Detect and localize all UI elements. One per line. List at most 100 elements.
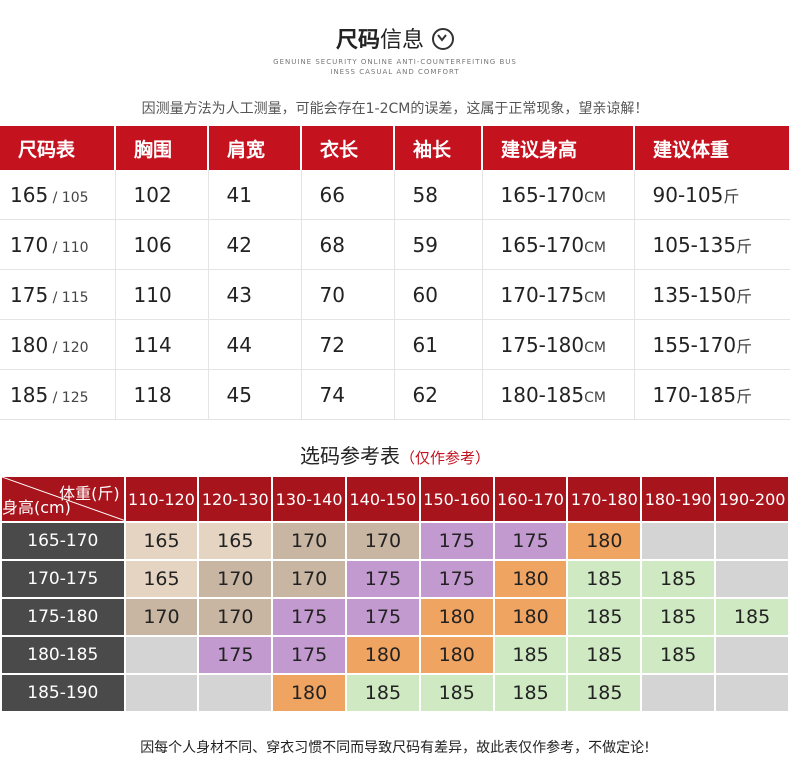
size-table: 尺码表 胸围 肩宽 衣长 袖长 建议身高 建议体重 165 / 105 102 41 66 58 16… xyxy=(0,126,790,420)
shoulder-cell: 43 xyxy=(208,269,302,320)
size-recommendation-cell: 185 xyxy=(714,597,790,637)
subtitle-line-2: INESS CASUAL AND COMFORT xyxy=(330,68,460,76)
size-col-header: 建议身高 xyxy=(482,126,635,170)
empty-cell xyxy=(640,521,717,561)
size-recommendation-cell: 185 xyxy=(418,673,495,713)
weight-value: 105-135 xyxy=(652,232,737,257)
height-row-header: 165-170 xyxy=(0,521,126,561)
table-row: 170 / 110 106 42 68 59 165-170CM 105-135斤 xyxy=(0,219,790,270)
size-sub: / 110 xyxy=(48,239,89,256)
size-recommendation-cell: 185 xyxy=(566,597,643,637)
shoulder-cell: 45 xyxy=(208,369,302,420)
size-recommendation-cell: 180 xyxy=(492,597,569,637)
selection-title-text: 选码参考表 xyxy=(299,444,400,468)
size-value: 180 xyxy=(10,332,49,357)
size-value: 175 xyxy=(10,282,49,307)
weight-cell: 170-185斤 xyxy=(634,369,790,420)
height-cell: 180-185CM xyxy=(482,369,635,420)
height-row-header: 175-180 xyxy=(0,597,126,637)
bottom-note: 因每个人身材不同、穿衣习惯不同而导致尺码有差异，故此表仅作参考，不做定论! xyxy=(140,740,650,756)
height-value: 180-185 xyxy=(500,382,585,407)
size-recommendation-cell: 180 xyxy=(566,521,643,561)
size-recommendation-cell: 180 xyxy=(418,597,495,637)
size-recommendation-cell: 185 xyxy=(640,559,717,599)
height-unit: CM xyxy=(584,289,606,306)
shoulder-cell: 41 xyxy=(208,170,302,220)
weight-cell: 90-105斤 xyxy=(634,170,790,220)
size-recommendation-cell: 185 xyxy=(492,635,569,675)
height-cell: 165-170CM xyxy=(482,219,635,270)
height-value: 165-170 xyxy=(500,232,585,257)
size-recommendation-cell: 165 xyxy=(123,559,200,599)
sleeve-cell: 59 xyxy=(394,219,483,270)
size-recommendation-cell: 175 xyxy=(271,635,348,675)
chest-cell: 118 xyxy=(115,369,209,420)
size-recommendation-cell: 180 xyxy=(418,635,495,675)
height-unit: CM xyxy=(584,189,606,206)
size-cell: 170 / 110 xyxy=(0,219,116,270)
height-row-header: 170-175 xyxy=(0,559,126,599)
size-sub: / 125 xyxy=(48,389,89,406)
size-sub: / 120 xyxy=(48,339,89,356)
selection-grid: 体重(斤) 身高(cm) 110-120 120-130 130-140 140-15… xyxy=(0,475,790,713)
height-value: 175-180 xyxy=(500,332,585,357)
weight-unit: 斤 xyxy=(736,286,753,306)
chevron-down-icon xyxy=(432,28,455,50)
empty-cell xyxy=(123,673,200,713)
size-recommendation-cell: 175 xyxy=(271,597,348,637)
size-recommendation-cell: 170 xyxy=(345,521,421,561)
selection-title-note: （仅作参考） xyxy=(399,449,490,467)
size-col-header: 建议体重 xyxy=(634,126,790,170)
chest-cell: 106 xyxy=(115,219,209,270)
height-unit: CM xyxy=(584,339,606,356)
weight-cell: 105-135斤 xyxy=(634,219,790,270)
grid-row: 170-175 165 170 170 175 175 180 185 185 xyxy=(0,559,790,599)
size-recommendation-cell: 180 xyxy=(345,635,421,675)
title-bold: 尺码 xyxy=(335,28,380,53)
empty-cell xyxy=(123,635,200,675)
height-row-header: 180-185 xyxy=(0,635,126,675)
size-recommendation-cell: 185 xyxy=(566,673,643,713)
weight-col-header: 120-130 xyxy=(197,475,274,523)
table-row: 175 / 115 110 43 70 60 170-175CM 135-150斤 xyxy=(0,269,790,320)
sleeve-cell: 61 xyxy=(394,319,483,370)
height-unit: CM xyxy=(584,389,606,406)
size-recommendation-cell: 175 xyxy=(418,559,495,599)
weight-unit: 斤 xyxy=(736,336,753,356)
size-col-header: 袖长 xyxy=(394,126,483,170)
size-recommendation-cell: 175 xyxy=(345,559,421,599)
weight-unit: 斤 xyxy=(723,186,740,206)
weight-col-header: 140-150 xyxy=(345,475,421,523)
table-row: 180 / 120 114 44 72 61 175-180CM 155-170斤 xyxy=(0,319,790,370)
chest-cell: 114 xyxy=(115,319,209,370)
size-recommendation-cell: 175 xyxy=(197,635,274,675)
sleeve-cell: 60 xyxy=(394,269,483,320)
size-table-header: 尺码表 胸围 肩宽 衣长 袖长 建议身高 建议体重 xyxy=(0,126,790,170)
size-recommendation-cell: 170 xyxy=(271,521,348,561)
weight-value: 170-185 xyxy=(652,382,737,407)
size-recommendation-cell: 165 xyxy=(123,521,200,561)
empty-cell xyxy=(714,635,790,675)
size-cell: 175 / 115 xyxy=(0,269,116,320)
shoulder-cell: 42 xyxy=(208,219,302,270)
size-cell: 165 / 105 xyxy=(0,170,116,220)
weight-col-header: 170-180 xyxy=(566,475,643,523)
size-recommendation-cell: 180 xyxy=(492,559,569,599)
empty-cell xyxy=(714,673,790,713)
weight-col-header: 110-120 xyxy=(123,475,200,523)
shoulder-cell: 44 xyxy=(208,319,302,370)
empty-cell xyxy=(714,521,790,561)
measurement-note: 因测量方法为人工测量，可能会存在1-2CM的误差，这属于正常现象，望亲谅解！ xyxy=(141,101,649,117)
length-cell: 74 xyxy=(301,369,395,420)
weight-col-header: 130-140 xyxy=(271,475,348,523)
size-sub: / 115 xyxy=(48,289,89,306)
size-value: 170 xyxy=(10,232,49,257)
length-cell: 66 xyxy=(301,170,395,220)
length-cell: 70 xyxy=(301,269,395,320)
height-row-header: 185-190 xyxy=(0,673,126,713)
table-row: 185 / 125 118 45 74 62 180-185CM 170-185斤 xyxy=(0,369,790,420)
sleeve-cell: 62 xyxy=(394,369,483,420)
empty-cell xyxy=(640,673,717,713)
height-unit: CM xyxy=(584,239,606,256)
size-cell: 185 / 125 xyxy=(0,369,116,420)
